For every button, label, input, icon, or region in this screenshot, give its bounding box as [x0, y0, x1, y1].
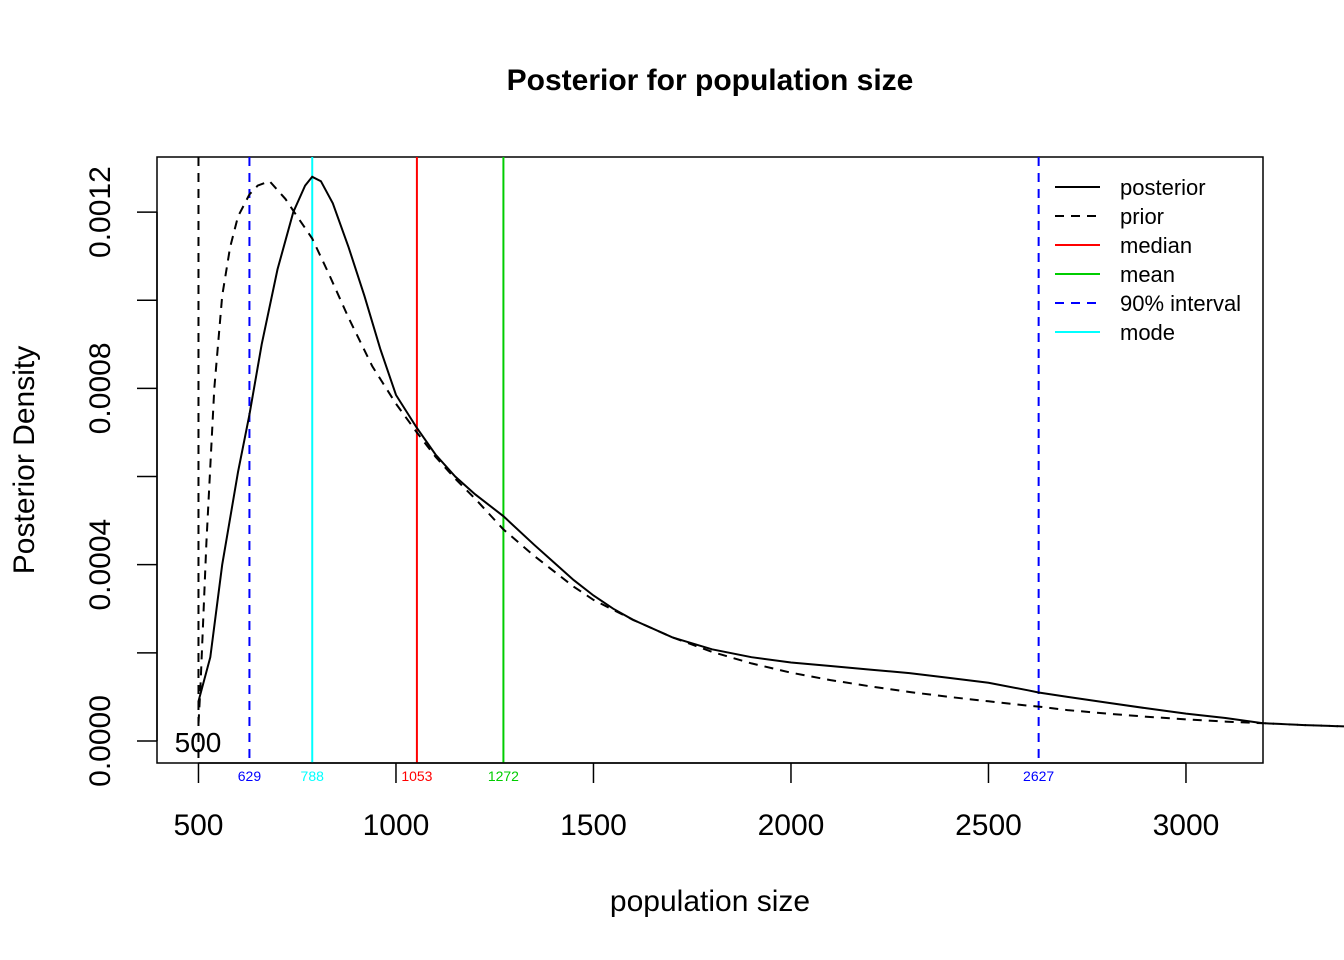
- y-tick-label: 0.0008: [84, 342, 117, 434]
- vline-label-interval-upper: 2627: [1023, 768, 1054, 784]
- x-tick-label: 500: [173, 809, 223, 842]
- legend-label: prior: [1120, 204, 1164, 229]
- density-curves: [197, 175, 1344, 728]
- reference-line-labels: 629 788 1053 1272 2627: [238, 768, 1055, 784]
- series-line-prior-tail: [1264, 722, 1344, 728]
- vline-label-median: 1053: [401, 768, 432, 784]
- lower-bound-label: 500: [175, 727, 222, 758]
- legend-label: mode: [1120, 320, 1175, 345]
- y-tick-label: 0.0004: [84, 519, 117, 611]
- vline-label-mode: 788: [301, 768, 325, 784]
- y-tick-label: 0.0000: [84, 695, 117, 787]
- chart-title: Posterior for population size: [507, 64, 914, 97]
- legend-label: mean: [1120, 262, 1175, 287]
- x-axis: 500 1000 1500 2000 2500 3000: [173, 762, 1220, 842]
- x-tick-label: 2000: [758, 809, 825, 842]
- vline-label-mean: 1272: [488, 768, 519, 784]
- vline-label-interval-lower: 629: [238, 768, 262, 784]
- x-tick-label: 3000: [1153, 809, 1220, 842]
- reference-lines: [197, 157, 1040, 763]
- legend-label: posterior: [1120, 175, 1206, 200]
- x-tick-label: 1000: [363, 809, 430, 842]
- y-axis-label: Posterior Density: [8, 346, 41, 574]
- y-tick-label: 0.0012: [84, 166, 117, 258]
- x-axis-label: population size: [610, 885, 810, 918]
- plot-frame: [156, 156, 1264, 764]
- legend-label: 90% interval: [1120, 291, 1241, 316]
- legend-label: median: [1120, 233, 1192, 258]
- y-axis: 0.0000 0.0004 0.0008 0.0012: [84, 166, 158, 787]
- legend: posterior prior median mean 90% interval mode: [1055, 175, 1241, 345]
- series-line-posterior: [197, 175, 1264, 725]
- x-tick-label: 2500: [955, 809, 1022, 842]
- x-tick-label: 1500: [560, 809, 627, 842]
